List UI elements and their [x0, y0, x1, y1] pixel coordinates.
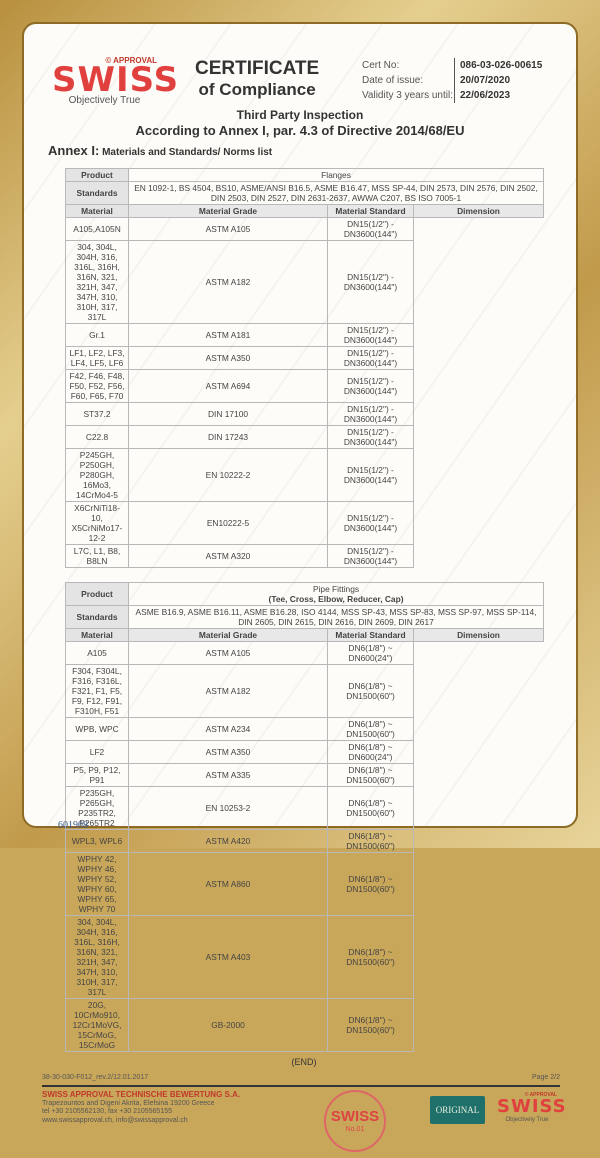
table-row: C22.8 DIN 17243 DN15(1/2") - DN3600(144") [65, 425, 544, 449]
inspection-stamp: SWISS No.01 [324, 1090, 386, 1152]
footer-swiss-logo: © APPROVAL SWISS Objectively True [497, 1092, 567, 1123]
standard-cell: ASTM A420 [128, 829, 328, 853]
grade-cell: WPL3, WPL6 [65, 829, 129, 853]
standard-cell: ASTM A694 [128, 369, 328, 403]
standard-cell: ASTM A350 [128, 346, 328, 370]
table-row: P245GH, P250GH, P280GH, 16Mo3, 14CrMo4-5… [65, 448, 544, 502]
pipe-fittings-table: Product Pipe Fittings (Tee, Cross, Elbow, … [65, 582, 545, 1052]
table-row: WPB, WPC ASTM A234 DN6(1/8") ~ DN1500(60") [65, 717, 544, 741]
grade-cell: P245GH, P250GH, P280GH, 16Mo3, 14CrMo4-5 [65, 448, 129, 502]
dimension-cell: DN15(1/2") - DN3600(144") [327, 323, 414, 347]
directive-line: According to Annex I, par. 4.3 of Direct… [135, 123, 465, 138]
validity-date: 22/06/2023 [454, 88, 510, 103]
standard-cell: ASTM A182 [128, 664, 328, 718]
dimension-cell: DN15(1/2") - DN3600(144") [327, 501, 414, 545]
issue-date: 20/07/2020 [454, 73, 510, 88]
table-row: LF1, LF2, LF3, LF4, LF5, LF6 ASTM A350 DN1… [65, 346, 544, 370]
annex-heading: Annex I: Materials and Standards/ Norms … [48, 143, 273, 158]
dimension-cell: DN15(1/2") - DN3600(144") [327, 346, 414, 370]
grade-cell: 20G, 10CrMo910, 12Cr1MoVG, 15CrMoG, 15Cr… [65, 998, 129, 1052]
grade-cell: C22.8 [65, 425, 129, 449]
standard-cell: ASTM A182 [128, 240, 328, 324]
grade-cell: LF1, LF2, LF3, LF4, LF5, LF6 [65, 346, 129, 370]
dimension-cell: DN6(1/8") ~ DN1500(60") [327, 664, 414, 718]
standard-cell: EN 10253-2 [128, 786, 328, 830]
standard-cell: ASTM A105 [128, 217, 328, 241]
table-row: A105,A105N ASTM A105 DN15(1/2") - DN3600(1… [65, 217, 544, 241]
dimension-cell: DN6(1/8") ~ DN600(24") [327, 740, 414, 764]
standard-cell: EN10222-5 [128, 501, 328, 545]
grade-cell: 304, 304L, 304H, 316, 316L, 316H, 316N, … [65, 240, 129, 324]
table-row: P5, P9, P12, P91 ASTM A335 DN6(1/8") ~ DN1… [65, 763, 544, 787]
table-row: L7C, L1, B8, B8LN ASTM A320 DN15(1/2") - D… [65, 544, 544, 568]
content: Product Flanges Standards EN 1092-1, BS 45… [42, 168, 566, 1158]
dimension-cell: DN6(1/8") ~ DN1500(60") [327, 763, 414, 787]
end-marker: (END) [291, 1057, 317, 1067]
dimension-cell: DN6(1/8") ~ DN1500(60") [327, 717, 414, 741]
dimension-cell: DN15(1/2") - DN3600(144") [327, 402, 414, 426]
dimension-cell: DN15(1/2") - DN3600(144") [327, 240, 414, 324]
standard-cell: ASTM A335 [128, 763, 328, 787]
standard-cell: ASTM A234 [128, 717, 328, 741]
table-row: 304, 304L, 304H, 316, 316L, 316H, 316N, … [65, 240, 544, 324]
table-row: Gr.1 ASTM A181 DN15(1/2") - DN3600(144") [65, 323, 544, 347]
grade-cell: P5, P9, P12, P91 [65, 763, 129, 787]
grade-cell: 304, 304L, 304H, 316, 316L, 316H, 316N, … [65, 915, 129, 999]
grade-cell: LF2 [65, 740, 129, 764]
dimension-cell: DN6(1/8") ~ DN1500(60") [327, 852, 414, 916]
table-row: 20G, 10CrMo910, 12Cr1MoVG, 15CrMoG, 15Cr… [65, 998, 544, 1052]
table-row: A105 ASTM A105 DN6(1/8") ~ DN600(24") [65, 641, 544, 665]
footer: 38-30-030-F012_rev.2/12.01.2017 Page 2/2 … [42, 1074, 567, 1158]
dimension-cell: DN15(1/2") - DN3600(144") [327, 448, 414, 502]
serial-number: 601908 [58, 820, 88, 831]
grade-cell: A105 [65, 641, 129, 665]
table-row: ST37.2 DIN 17100 DN15(1/2") - DN3600(144") [65, 402, 544, 426]
grade-cell: L7C, L1, B8, B8LN [65, 544, 129, 568]
table-row: WPHY 42, WPHY 46, WPHY 52, WPHY 60, WPHY… [65, 852, 544, 916]
grade-cell: A105,A105N [65, 217, 129, 241]
flanges-table: Product Flanges Standards EN 1092-1, BS 45… [65, 168, 544, 568]
standard-cell: EN 10222-2 [128, 448, 328, 502]
dimension-cell: DN15(1/2") - DN3600(144") [327, 217, 414, 241]
standard-cell: ASTM A403 [128, 915, 328, 999]
table-row: P235GH, P265GH, P235TR2, P265TR2 EN 10253… [65, 786, 544, 830]
standard-cell: ASTM A320 [128, 544, 328, 568]
standard-cell: GB-2000 [128, 998, 328, 1052]
standard-cell: ASTM A350 [128, 740, 328, 764]
standard-cell: ASTM A181 [128, 323, 328, 347]
grade-cell: X6CrNiTi18-10, X5CrNiMo17-12-2 [65, 501, 129, 545]
grade-cell: ST37.2 [65, 402, 129, 426]
dimension-cell: DN15(1/2") - DN3600(144") [327, 544, 414, 568]
dimension-cell: DN6(1/8") ~ DN1500(60") [327, 998, 414, 1052]
grade-cell: F304, F304L, F316, F316L, F321, F1, F5, … [65, 664, 129, 718]
swiss-approval-logo: © APPROVAL SWISS Objectively True [52, 56, 180, 106]
certificate-info: Cert No: 086-03-026-00615 Date of issue: 2… [362, 58, 543, 103]
table-row: 304, 304L, 304H, 316, 316L, 316H, 316N, … [65, 915, 544, 999]
original-badge: ORIGINAL [430, 1096, 485, 1124]
dimension-cell: DN15(1/2") - DN3600(144") [327, 425, 414, 449]
grade-cell: Gr.1 [65, 323, 129, 347]
subtitle: Third Party Inspection [236, 108, 364, 122]
dimension-cell: DN6(1/8") ~ DN1500(60") [327, 915, 414, 999]
dimension-cell: DN6(1/8") ~ DN1500(60") [327, 829, 414, 853]
standard-cell: ASTM A105 [128, 641, 328, 665]
standard-cell: ASTM A860 [128, 852, 328, 916]
table-row: F42, F46, F48, F50, F52, F56, F60, F65, … [65, 369, 544, 403]
dimension-cell: DN6(1/8") ~ DN1500(60") [327, 786, 414, 830]
table-row: F304, F304L, F316, F316L, F321, F1, F5, … [65, 664, 544, 718]
standard-cell: DIN 17100 [128, 402, 328, 426]
cert-number: 086-03-026-00615 [454, 58, 542, 73]
grade-cell: F42, F46, F48, F50, F52, F56, F60, F65, … [65, 369, 129, 403]
dimension-cell: DN15(1/2") - DN3600(144") [327, 369, 414, 403]
table-row: LF2 ASTM A350 DN6(1/8") ~ DN600(24") [65, 740, 544, 764]
table-row: WPL3, WPL6 ASTM A420 DN6(1/8") ~ DN1500(60… [65, 829, 544, 853]
grade-cell: WPB, WPC [65, 717, 129, 741]
grade-cell: WPHY 42, WPHY 46, WPHY 52, WPHY 60, WPHY… [65, 852, 129, 916]
table-row: X6CrNiTi18-10, X5CrNiMo17-12-2 EN10222-5 D… [65, 501, 544, 545]
dimension-cell: DN6(1/8") ~ DN600(24") [327, 641, 414, 665]
standard-cell: DIN 17243 [128, 425, 328, 449]
certificate-title: CERTIFICATE of Compliance [195, 58, 320, 99]
